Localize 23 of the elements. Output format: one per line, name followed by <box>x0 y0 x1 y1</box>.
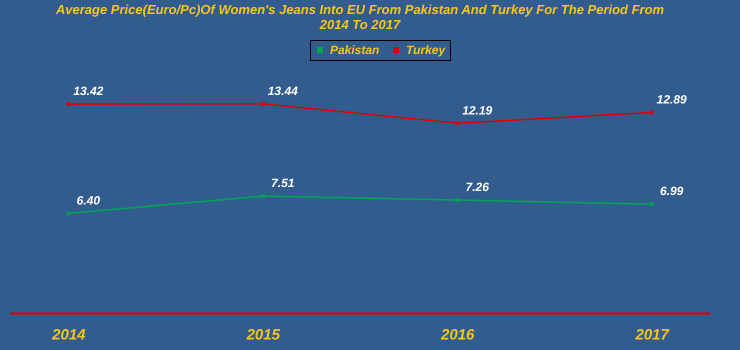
point <box>455 121 460 126</box>
point <box>650 110 654 115</box>
x-tick-label: 2015 <box>246 326 281 344</box>
data-label: 6.40 <box>76 193 100 208</box>
data-label: 6.99 <box>660 184 684 198</box>
chart-title: Average Price(Euro/Pc)Of Women's Jeans Into EU From Pakistan And Turkey For The Period From 2014 To 2017 <box>54 2 665 32</box>
data-label: 7.51 <box>271 176 295 190</box>
legend-label: Pakistan <box>330 43 380 57</box>
x-tick-label: 2016 <box>440 326 476 344</box>
data-label: 7.26 <box>466 180 490 194</box>
x-tick-label: 2014 <box>51 326 86 344</box>
x-tick-label: 2017 <box>634 326 670 344</box>
data-label: 12.19 <box>462 103 493 118</box>
data-label: 13.44 <box>268 84 298 98</box>
point <box>66 211 70 216</box>
point <box>260 194 265 198</box>
point <box>260 102 265 106</box>
legend-label: Turkey <box>406 43 446 57</box>
point <box>66 102 70 106</box>
point <box>455 198 460 202</box>
data-label: 13.42 <box>73 84 104 98</box>
point <box>650 202 654 206</box>
data-label: 12.89 <box>656 92 688 106</box>
